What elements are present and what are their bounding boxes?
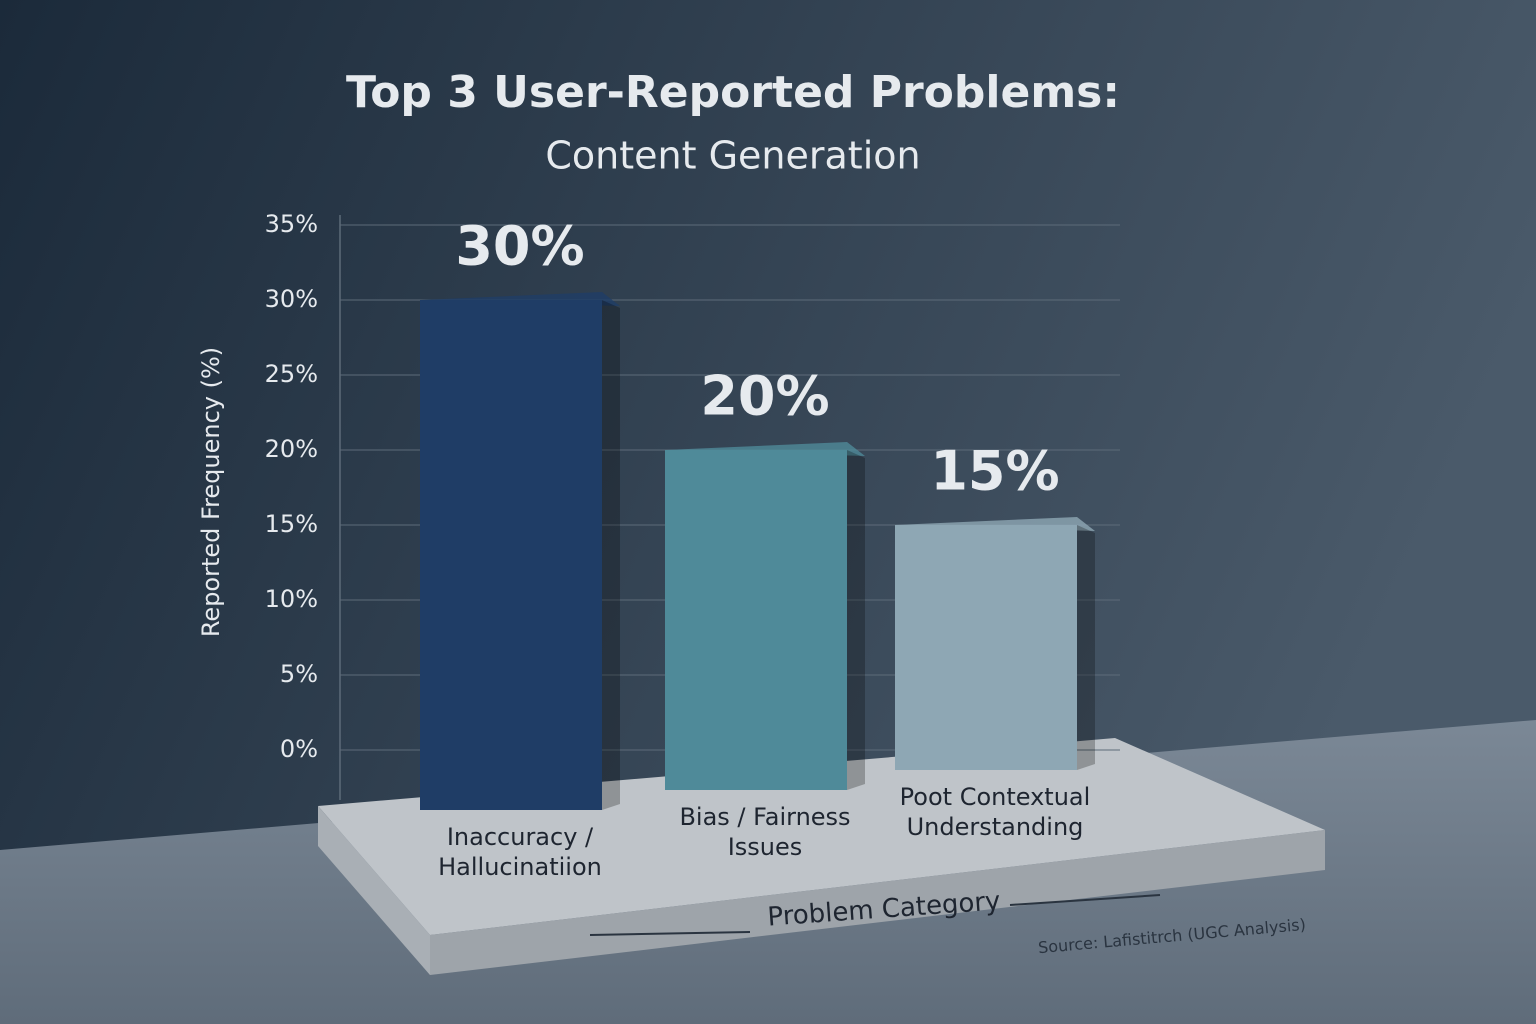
bar [420, 300, 602, 810]
value-label: 30% [455, 215, 584, 278]
bar-side [602, 300, 620, 810]
bar [665, 450, 847, 790]
platform-edge [430, 830, 1325, 975]
platform-side [318, 806, 430, 975]
axis-rule [1009, 894, 1161, 906]
x-tick-label: Poot Contextual Understanding [899, 783, 1091, 841]
y-axis-label: Reported Frequency (%) [197, 347, 225, 637]
chart-title: Top 3 User-Reported Problems: [346, 67, 1120, 118]
x-tick-label: Inaccuracy / Hallucinatiion [438, 823, 602, 881]
chart-subtitle: Content Generation [545, 134, 920, 178]
y-tick-label: 35% [265, 210, 318, 238]
bar [895, 525, 1077, 770]
y-tick-label: 0% [280, 735, 318, 763]
y-tick-label: 20% [265, 435, 318, 463]
value-label: 15% [930, 440, 1059, 503]
y-tick-label: 5% [280, 660, 318, 688]
axis-rule [589, 931, 751, 936]
x-tick-label: Bias / Fairness Issues [679, 803, 851, 861]
bar-side [1077, 525, 1095, 770]
y-tick-label: 25% [265, 360, 318, 388]
y-tick-label: 10% [265, 585, 318, 613]
value-label: 20% [700, 365, 829, 428]
y-tick-label: 15% [265, 510, 318, 538]
y-tick-label: 30% [265, 285, 318, 313]
bar-side [847, 450, 865, 790]
